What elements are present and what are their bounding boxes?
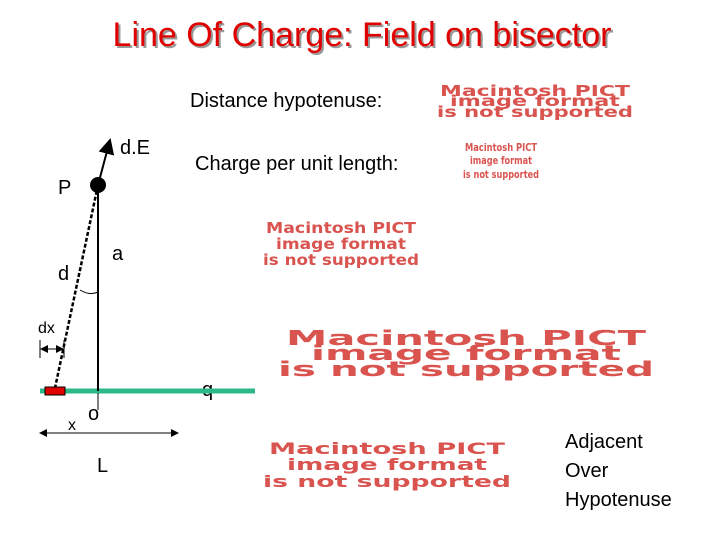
dx-element [44,386,66,396]
placeholder-line: image format [311,341,622,365]
point-p [90,177,106,193]
label-l: L [97,455,108,477]
placeholder-line: image format [287,455,488,474]
hypotenuse [53,184,100,389]
placeholder-line: image format [470,154,532,167]
label-dx: dx [38,320,55,337]
pict-placeholder: Macintosh PICT image format is not suppo… [263,439,511,491]
title: Line Of Charge: Field on bisector [113,16,612,54]
placeholder-line: Macintosh PICT [269,439,505,458]
angle-arc [79,289,99,295]
label-d: d [58,263,69,285]
label-p: P [58,177,71,199]
label-x: x [68,417,76,434]
placeholder-line: image format [450,92,620,110]
title-shadow: Line Of Charge: Field on bisector [115,18,614,56]
placeholder-line: is not supported [263,472,511,491]
placeholder-line: Macintosh PICT [440,82,631,100]
note-line: Adjacent [565,431,643,453]
placeholder-line: Macintosh PICT [286,326,647,350]
pict-placeholder: Macintosh PICT image format is not suppo… [278,326,654,381]
note-line: Over [565,460,609,482]
label-de: d.E [120,137,150,159]
pict-placeholder: Macintosh PICT image format is not suppo… [437,82,633,121]
placeholder-line: Macintosh PICT [266,219,417,237]
placeholder-line: is not supported [437,103,633,121]
placeholder-line: Macintosh PICT [465,141,537,154]
pict-placeholder: Macintosh PICT image format is not suppo… [263,219,419,269]
label-a: a [112,243,124,265]
pict-placeholder: Macintosh PICT image format is not suppo… [463,141,539,181]
label-o: o [88,403,99,425]
note-line: Hypotenuse [565,489,672,511]
placeholder-line: image format [276,235,406,253]
placeholder-line: is not supported [463,168,539,181]
placeholder-line: is not supported [278,357,654,381]
label-distance: Distance hypotenuse: [190,90,382,112]
placeholder-line: is not supported [263,251,419,269]
label-charge: Charge per unit length: [195,153,398,175]
